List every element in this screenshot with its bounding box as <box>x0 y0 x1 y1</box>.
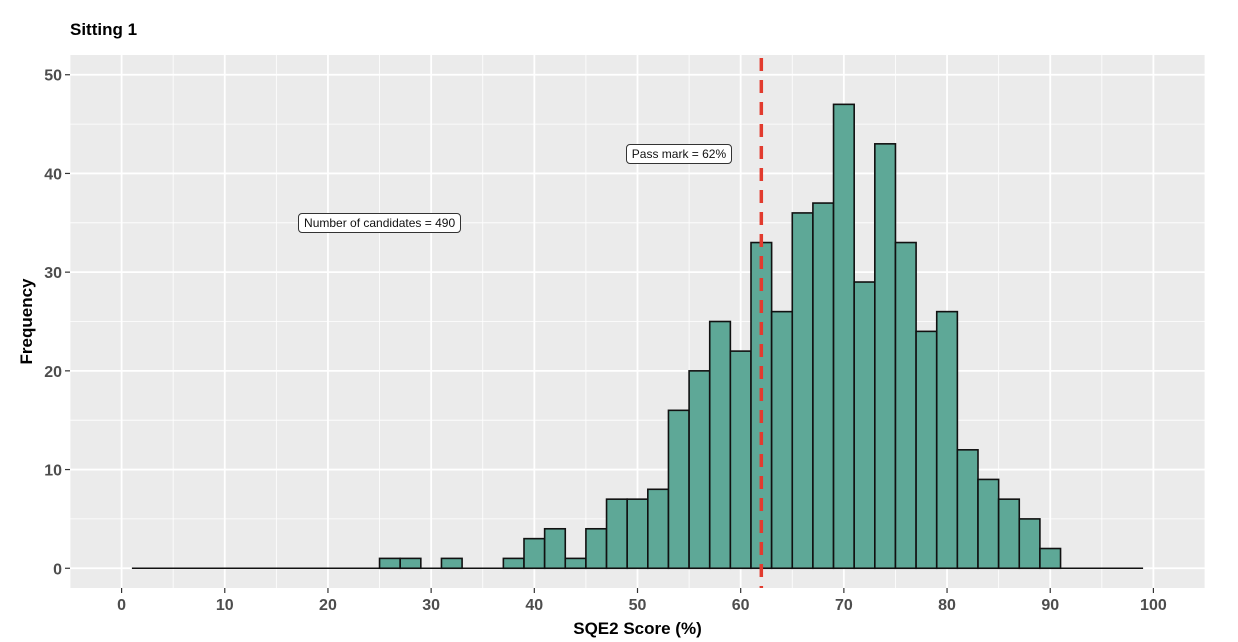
x-tick-label: 30 <box>422 597 440 614</box>
histogram-bar <box>688 370 711 570</box>
y-tick-label: 0 <box>53 561 62 578</box>
x-tick-label: 0 <box>117 597 126 614</box>
x-axis-ticks: 0 10 20 30 40 50 60 70 80 90 100 <box>117 588 1167 614</box>
histogram-bar <box>647 488 670 570</box>
candidates-annotation: Number of candidates = 490 <box>298 212 462 233</box>
histogram-bar <box>750 241 773 570</box>
x-tick-label: 80 <box>938 597 956 614</box>
x-axis-title: SQE2 Score (%) <box>573 619 702 638</box>
histogram-bar <box>935 310 959 570</box>
histogram-bar <box>605 498 628 570</box>
y-axis-ticks: 0 10 20 30 40 50 <box>44 68 70 578</box>
chart-title: Sitting 1 <box>70 20 138 39</box>
histogram-bar <box>915 330 938 570</box>
histogram-bar <box>956 449 979 570</box>
histogram-bar <box>440 557 463 570</box>
x-tick-label: 60 <box>732 597 750 614</box>
histogram-bar <box>791 212 814 570</box>
histogram-bar <box>523 537 546 570</box>
x-tick-label: 70 <box>835 597 853 614</box>
histogram-bar <box>564 557 587 570</box>
y-tick-label: 20 <box>44 364 62 381</box>
x-tick-label: 20 <box>319 597 337 614</box>
histogram-bar <box>399 557 422 570</box>
x-tick-label: 40 <box>525 597 543 614</box>
histogram-bar <box>853 281 876 570</box>
histogram-bar <box>502 557 525 570</box>
histogram-bar <box>585 527 608 570</box>
histogram-bars <box>378 103 1062 570</box>
histogram-bar <box>1018 518 1041 570</box>
histogram-bar <box>1039 547 1062 570</box>
histogram-bar <box>543 527 567 570</box>
histogram-bar <box>667 409 690 570</box>
histogram-bar <box>770 310 794 570</box>
x-tick-label: 90 <box>1041 597 1059 614</box>
histogram-bar <box>977 478 1000 570</box>
y-tick-label: 50 <box>44 68 62 85</box>
y-tick-label: 30 <box>44 265 62 282</box>
histogram-bar <box>812 202 835 570</box>
y-axis-title: Frequency <box>17 278 36 365</box>
histogram-bar <box>729 350 752 570</box>
histogram-bar <box>626 498 649 570</box>
histogram-bar <box>832 103 855 570</box>
histogram-bar <box>894 241 917 570</box>
histogram-bar <box>874 143 897 570</box>
y-tick-label: 40 <box>44 166 62 183</box>
x-tick-label: 50 <box>629 597 647 614</box>
pass-mark-annotation: Pass mark = 62% <box>625 143 733 164</box>
histogram-bar <box>378 557 401 570</box>
x-tick-label: 10 <box>216 597 234 614</box>
y-tick-label: 10 <box>44 463 62 480</box>
x-tick-label: 100 <box>1140 597 1167 614</box>
histogram-bar <box>708 320 732 570</box>
histogram-bar <box>997 498 1021 570</box>
